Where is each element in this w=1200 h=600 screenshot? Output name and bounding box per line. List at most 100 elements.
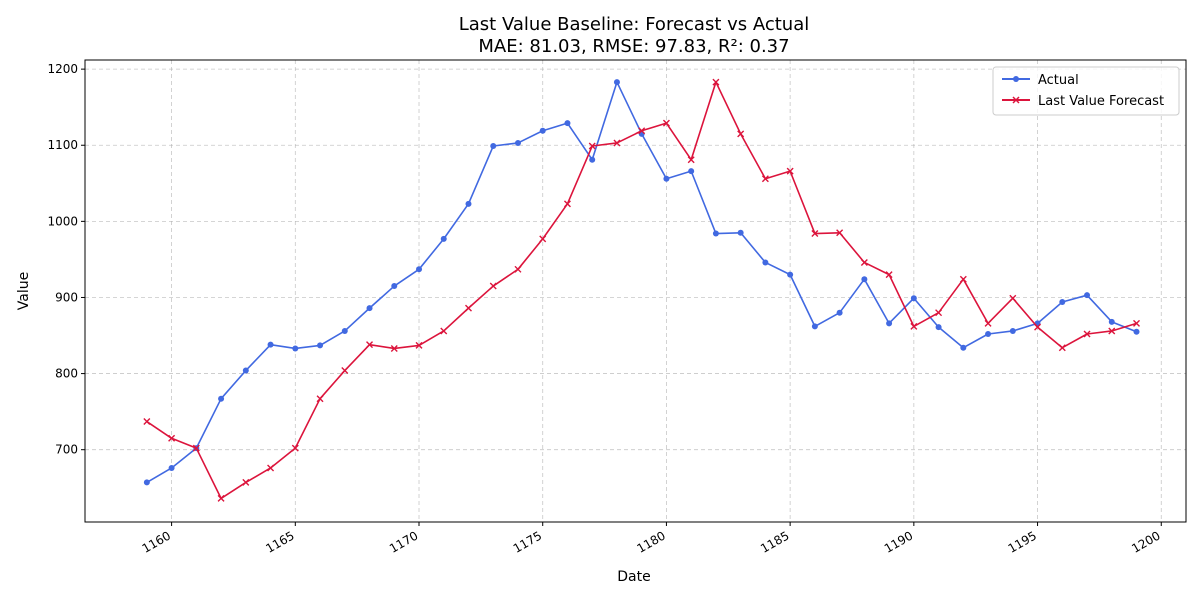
data-point bbox=[291, 444, 299, 452]
data-point bbox=[514, 139, 521, 146]
data-point bbox=[292, 345, 299, 352]
data-point bbox=[563, 200, 571, 208]
data-point bbox=[737, 130, 745, 138]
legend-box bbox=[992, 66, 1180, 116]
series-line-actual bbox=[146, 81, 1137, 484]
series-layer bbox=[143, 78, 1141, 502]
y-tick-label: 700 bbox=[55, 443, 78, 457]
data-point bbox=[885, 271, 893, 279]
data-point bbox=[192, 444, 200, 452]
series-last-value-forecast bbox=[143, 78, 1141, 502]
x-tick-label: 1165 bbox=[263, 528, 296, 555]
legend-actual-marker bbox=[1013, 76, 1019, 82]
plot-frame bbox=[84, 59, 1187, 523]
data-point bbox=[688, 168, 695, 175]
data-point bbox=[589, 156, 596, 163]
data-point bbox=[935, 309, 943, 317]
legend-forecast-label: Last Value Forecast bbox=[1038, 94, 1164, 109]
data-point bbox=[366, 341, 374, 349]
data-point bbox=[712, 78, 720, 86]
data-point bbox=[440, 327, 448, 335]
data-point bbox=[761, 175, 769, 183]
data-point bbox=[490, 143, 497, 150]
y-axis-title: Value bbox=[16, 272, 32, 310]
data-point bbox=[1084, 292, 1091, 299]
data-point bbox=[242, 367, 249, 374]
data-point bbox=[168, 434, 176, 442]
data-point bbox=[1009, 327, 1016, 334]
data-point bbox=[267, 464, 275, 472]
data-point bbox=[613, 139, 621, 147]
data-point bbox=[267, 341, 274, 348]
x-tick-label: 1180 bbox=[634, 528, 667, 555]
data-point bbox=[316, 395, 324, 403]
data-point bbox=[860, 258, 868, 266]
x-tick-label: 1175 bbox=[511, 528, 544, 555]
data-point bbox=[712, 230, 719, 237]
legend-actual-label: Actual bbox=[1038, 73, 1079, 88]
data-point bbox=[811, 323, 818, 330]
data-point bbox=[1058, 344, 1066, 352]
data-point bbox=[143, 418, 151, 426]
data-point bbox=[737, 229, 744, 236]
data-point bbox=[489, 282, 497, 290]
data-point bbox=[440, 235, 447, 242]
data-point bbox=[218, 395, 225, 402]
data-point bbox=[390, 344, 398, 352]
x-axis-ticks: 1160 1165 1170 1175 1180 1185 1190 1195 1200 bbox=[140, 522, 1163, 556]
data-point bbox=[1133, 319, 1141, 327]
data-point bbox=[836, 229, 844, 237]
data-point bbox=[910, 295, 917, 302]
data-point bbox=[415, 341, 423, 349]
data-point bbox=[539, 127, 546, 134]
data-point bbox=[1108, 327, 1116, 335]
x-tick-label: 1160 bbox=[140, 528, 173, 555]
data-point bbox=[910, 322, 918, 330]
legend: Actual Last Value Forecast bbox=[992, 66, 1180, 116]
data-point bbox=[985, 331, 992, 338]
x-tick-label: 1185 bbox=[758, 528, 791, 555]
data-point bbox=[959, 275, 967, 283]
data-point bbox=[663, 175, 670, 182]
data-point bbox=[168, 464, 175, 471]
data-point bbox=[341, 327, 348, 334]
x-tick-label: 1170 bbox=[387, 528, 420, 555]
y-tick-label: 800 bbox=[55, 367, 78, 381]
data-point bbox=[143, 479, 150, 486]
data-point bbox=[217, 494, 225, 502]
data-point bbox=[465, 200, 472, 207]
data-point bbox=[935, 324, 942, 331]
data-point bbox=[1059, 299, 1066, 306]
data-point bbox=[391, 283, 398, 290]
data-point bbox=[464, 304, 472, 312]
data-point bbox=[564, 120, 571, 127]
grid bbox=[85, 60, 1186, 522]
y-tick-label: 1200 bbox=[47, 62, 78, 76]
data-point bbox=[886, 320, 893, 327]
data-point bbox=[861, 276, 868, 283]
y-tick-label: 1100 bbox=[47, 138, 78, 152]
data-point bbox=[1133, 328, 1140, 335]
data-point bbox=[687, 156, 695, 164]
data-point bbox=[1108, 318, 1115, 325]
x-axis-title: Date bbox=[617, 569, 650, 585]
data-point bbox=[588, 142, 596, 150]
data-point bbox=[786, 167, 794, 175]
chart-subtitle: MAE: 81.03, RMSE: 97.83, R²: 0.37 bbox=[478, 36, 789, 57]
series-actual bbox=[143, 79, 1140, 486]
y-tick-label: 900 bbox=[55, 290, 78, 304]
data-point bbox=[787, 271, 794, 278]
legend-forecast-marker bbox=[1012, 96, 1020, 104]
x-tick-label: 1195 bbox=[1006, 528, 1039, 555]
data-point bbox=[341, 367, 349, 375]
data-point bbox=[984, 319, 992, 327]
chart-title: Last Value Baseline: Forecast vs Actual bbox=[459, 14, 810, 35]
data-point bbox=[836, 309, 843, 316]
x-tick-label: 1200 bbox=[1129, 528, 1162, 555]
data-point bbox=[1009, 294, 1017, 302]
y-tick-label: 1000 bbox=[47, 214, 78, 228]
data-point bbox=[613, 79, 620, 86]
data-point bbox=[242, 478, 250, 486]
data-point bbox=[662, 119, 670, 127]
